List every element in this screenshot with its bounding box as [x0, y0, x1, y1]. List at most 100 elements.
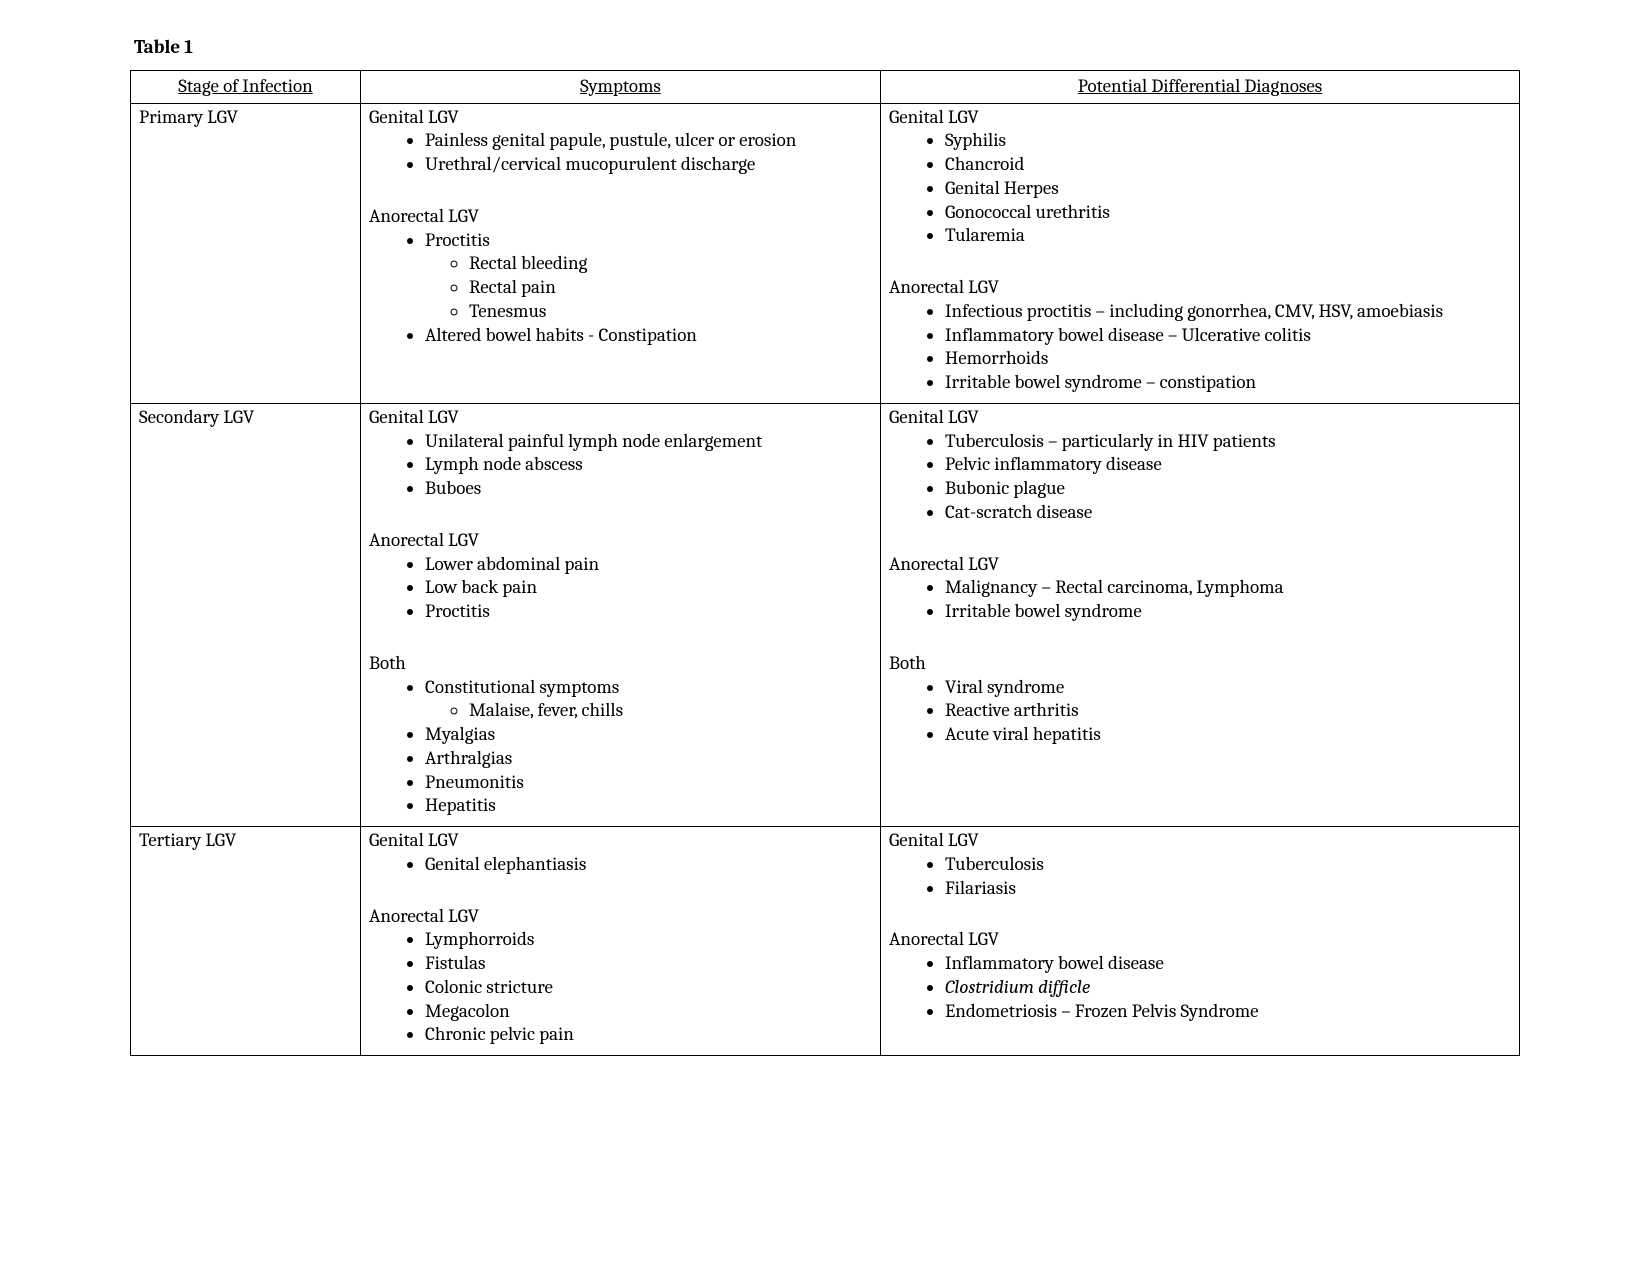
diagnoses-item-text: Tuberculosis	[945, 853, 1044, 875]
symptoms-subitem: Malaise, fever, chills	[469, 699, 872, 723]
symptoms-section: Genital LGVPainless genital papule, pust…	[369, 106, 872, 177]
diagnoses-item-text: Irritable bowel syndrome – constipation	[945, 371, 1256, 393]
symptoms-list: LymphorroidsFistulasColonic strictureMeg…	[369, 928, 872, 1047]
col-header-symptoms: Symptoms	[361, 70, 881, 103]
diagnoses-list: SyphilisChancroidGenital HerpesGonococca…	[889, 129, 1511, 248]
symptoms-section: Genital LGVUnilateral painful lymph node…	[369, 406, 872, 501]
diagnoses-item: Filariasis	[945, 877, 1511, 901]
symptoms-item: Myalgias	[425, 723, 872, 747]
symptoms-section-heading: Genital LGV	[369, 106, 872, 130]
symptoms-item-text: Lymph node abscess	[425, 453, 583, 475]
diagnoses-item-text: Malignancy – Rectal carcinoma, Lymphoma	[945, 576, 1284, 598]
symptoms-section-heading: Genital LGV	[369, 829, 872, 853]
diagnoses-item: Bubonic plague	[945, 477, 1511, 501]
symptoms-item-text: Megacolon	[425, 1000, 510, 1022]
section-gap	[889, 254, 1511, 276]
symptoms-section: BothConstitutional symptomsMalaise, feve…	[369, 652, 872, 818]
diagnoses-section-heading: Genital LGV	[889, 106, 1511, 130]
symptoms-item: Fistulas	[425, 952, 872, 976]
section-gap	[369, 630, 872, 652]
symptoms-item: Buboes	[425, 477, 872, 501]
diagnoses-section: Anorectal LGVInflammatory bowel diseaseC…	[889, 928, 1511, 1023]
diagnoses-item: Hemorrhoids	[945, 347, 1511, 371]
symptoms-item: Megacolon	[425, 1000, 872, 1024]
diagnoses-item-text: Reactive arthritis	[945, 699, 1079, 721]
symptoms-section-heading: Anorectal LGV	[369, 205, 872, 229]
diagnoses-section: Genital LGVTuberculosisFilariasis	[889, 829, 1511, 900]
diagnoses-item-text: Tularemia	[945, 224, 1025, 246]
symptoms-item-text: Proctitis	[425, 600, 490, 622]
symptoms-item-text: Arthralgias	[425, 747, 512, 769]
symptoms-item: Colonic stricture	[425, 976, 872, 1000]
diagnoses-item-text: Irritable bowel syndrome	[945, 600, 1142, 622]
section-gap	[889, 531, 1511, 553]
symptoms-item: Lymph node abscess	[425, 453, 872, 477]
diagnoses-item: Pelvic inflammatory disease	[945, 453, 1511, 477]
diagnoses-item-text: Gonococcal urethritis	[945, 201, 1110, 223]
symptoms-sublist: Rectal bleedingRectal painTenesmus	[425, 252, 872, 323]
symptoms-list: ProctitisRectal bleedingRectal painTenes…	[369, 229, 872, 348]
stage-cell: Secondary LGV	[131, 403, 361, 826]
stage-cell: Primary LGV	[131, 103, 361, 403]
symptoms-cell: Genital LGVPainless genital papule, pust…	[361, 103, 881, 403]
symptoms-item-text: Proctitis	[425, 229, 490, 251]
symptoms-item-text: Chronic pelvic pain	[425, 1023, 574, 1045]
diagnoses-cell: Genital LGVTuberculosis – particularly i…	[881, 403, 1520, 826]
diagnoses-item: Viral syndrome	[945, 676, 1511, 700]
diagnoses-item-text: Filariasis	[945, 877, 1016, 899]
symptoms-item-text: Urethral/cervical mucopurulent discharge	[425, 153, 755, 175]
diagnoses-item-text: Bubonic plague	[945, 477, 1065, 499]
diagnoses-list: TuberculosisFilariasis	[889, 853, 1511, 901]
diagnoses-section-heading: Genital LGV	[889, 406, 1511, 430]
symptoms-item: ProctitisRectal bleedingRectal painTenes…	[425, 229, 872, 324]
symptoms-item: Unilateral painful lymph node enlargemen…	[425, 430, 872, 454]
symptoms-item: Urethral/cervical mucopurulent discharge	[425, 153, 872, 177]
symptoms-item-text: Lower abdominal pain	[425, 553, 599, 575]
symptoms-list: Unilateral painful lymph node enlargemen…	[369, 430, 872, 501]
diagnoses-item-text: Endometriosis – Frozen Pelvis Syndrome	[945, 1000, 1259, 1022]
symptoms-list: Lower abdominal painLow back painProctit…	[369, 553, 872, 624]
symptoms-item: Genital elephantiasis	[425, 853, 872, 877]
symptoms-item: Proctitis	[425, 600, 872, 624]
diagnoses-item-text: Acute viral hepatitis	[945, 723, 1101, 745]
symptoms-section-heading: Genital LGV	[369, 406, 872, 430]
col-header-diagnoses: Potential Differential Diagnoses	[881, 70, 1520, 103]
lgv-table: Stage of Infection Symptoms Potential Di…	[130, 70, 1520, 1056]
diagnoses-item: Endometriosis – Frozen Pelvis Syndrome	[945, 1000, 1511, 1024]
diagnoses-item-text: Cat-scratch disease	[945, 501, 1092, 523]
diagnoses-item: Inflammatory bowel disease – Ulcerative …	[945, 324, 1511, 348]
section-gap	[369, 507, 872, 529]
diagnoses-item: Genital Herpes	[945, 177, 1511, 201]
diagnoses-item-text: Genital Herpes	[945, 177, 1059, 199]
symptoms-item-text: Painless genital papule, pustule, ulcer …	[425, 129, 796, 151]
diagnoses-section-heading: Anorectal LGV	[889, 553, 1511, 577]
symptoms-subitem: Rectal bleeding	[469, 252, 872, 276]
diagnoses-list: Infectious proctitis – including gonorrh…	[889, 300, 1511, 395]
table-title: Table 1	[134, 36, 1520, 60]
symptoms-item: Low back pain	[425, 576, 872, 600]
symptoms-item: Arthralgias	[425, 747, 872, 771]
symptoms-item: Chronic pelvic pain	[425, 1023, 872, 1047]
diagnoses-section-heading: Genital LGV	[889, 829, 1511, 853]
symptoms-sublist: Malaise, fever, chills	[425, 699, 872, 723]
symptoms-section-heading: Both	[369, 652, 872, 676]
diagnoses-item: Gonococcal urethritis	[945, 201, 1511, 225]
diagnoses-section-heading: Both	[889, 652, 1511, 676]
symptoms-item-text: Lymphorroids	[425, 928, 534, 950]
diagnoses-item-text: Tuberculosis – particularly in HIV patie…	[945, 430, 1276, 452]
diagnoses-item: Malignancy – Rectal carcinoma, Lymphoma	[945, 576, 1511, 600]
diagnoses-section: Anorectal LGVInfectious proctitis – incl…	[889, 276, 1511, 395]
symptoms-item-text: Hepatitis	[425, 794, 496, 816]
diagnoses-item-text: Infectious proctitis – including gonorrh…	[945, 300, 1443, 322]
symptoms-item: Altered bowel habits - Constipation	[425, 324, 872, 348]
diagnoses-item: Infectious proctitis – including gonorrh…	[945, 300, 1511, 324]
diagnoses-item: Acute viral hepatitis	[945, 723, 1511, 747]
diagnoses-item: Tuberculosis	[945, 853, 1511, 877]
diagnoses-list: Viral syndromeReactive arthritisAcute vi…	[889, 676, 1511, 747]
symptoms-cell: Genital LGVUnilateral painful lymph node…	[361, 403, 881, 826]
diagnoses-item-text: Hemorrhoids	[945, 347, 1048, 369]
diagnoses-item: Tuberculosis – particularly in HIV patie…	[945, 430, 1511, 454]
diagnoses-list: Malignancy – Rectal carcinoma, LymphomaI…	[889, 576, 1511, 624]
symptoms-list: Constitutional symptomsMalaise, fever, c…	[369, 676, 872, 819]
symptoms-item: Hepatitis	[425, 794, 872, 818]
